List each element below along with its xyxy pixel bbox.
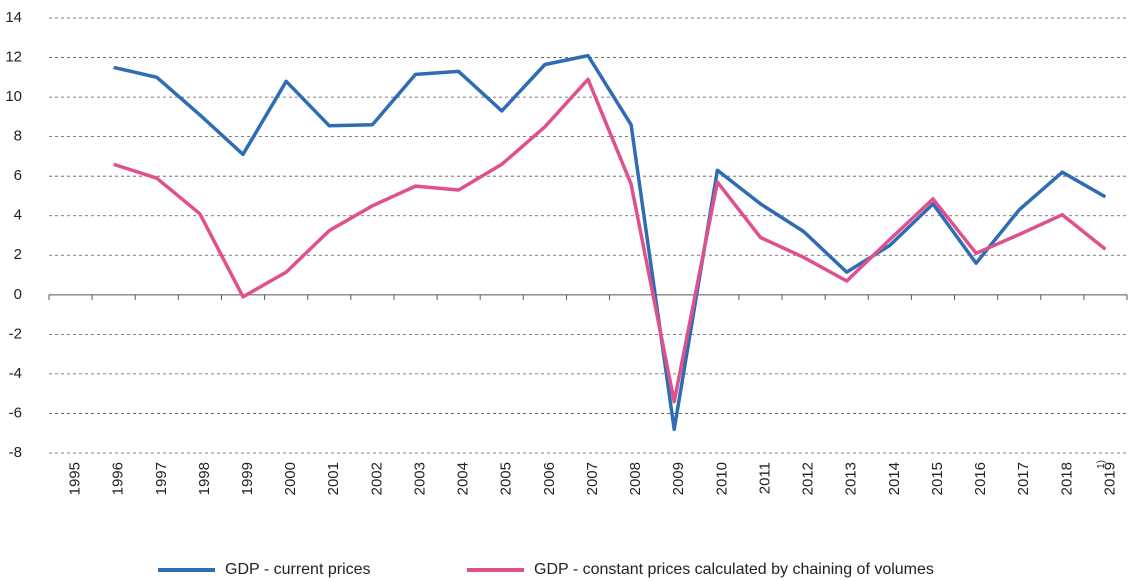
y-tick-label: -2 [9,325,22,342]
x-tick-label: 2010 [713,462,730,495]
x-tick-label: 2011 [756,462,773,494]
y-tick-label: -8 [9,444,22,461]
y-tick-label: 0 [14,286,22,303]
series-line [113,53,1107,432]
x-tick-label: 2002 [368,462,385,495]
x-tick-label: 1999 [239,462,256,495]
legend-label: GDP - constant prices calculated by chai… [534,561,934,578]
y-tick-label: 6 [14,167,22,184]
x-tick-label: 2005 [498,462,515,495]
y-tick-label: 8 [14,128,22,145]
x-tick-label: 1998 [196,462,213,495]
x-tick-label: 2017 [1015,462,1032,495]
x-tick-label: 2007 [584,462,601,495]
series-line [113,77,1107,404]
y-tick-label: -4 [9,365,22,382]
x-tick-label: 2016 [972,462,989,495]
x-tick-label: 2000 [282,462,299,495]
y-tick-label: 4 [14,207,22,224]
x-tick-label: 2004 [455,462,472,495]
y-tick-label: 10 [5,88,22,105]
x-tick-label: 2019 [1101,462,1118,495]
x-tick-label: 2018 [1058,462,1075,495]
x-tick-label: 1997 [153,462,170,495]
x-tick-label: 2012 [800,462,817,495]
y-tick-label: -6 [9,404,22,421]
y-tick-label: 2 [14,246,22,263]
x-tick-label: 2014 [886,462,903,495]
x-tick-label: 1996 [110,462,127,495]
x-tick-label: 2001 [325,462,342,495]
x-tick-label: 2013 [843,462,860,495]
x-tick-label: 2006 [541,462,558,495]
x-tick-label: 2015 [929,462,946,495]
y-tick-label: 12 [5,49,22,66]
x-tick-label: 2008 [627,462,644,495]
x-tick-note: 1) [1096,460,1107,469]
y-tick-label: 14 [5,9,22,26]
x-tick-label: 1995 [67,462,84,495]
legend-label: GDP - current prices [225,561,371,578]
x-tick-label: 2009 [670,462,687,495]
x-tick-label: 2003 [411,462,428,495]
